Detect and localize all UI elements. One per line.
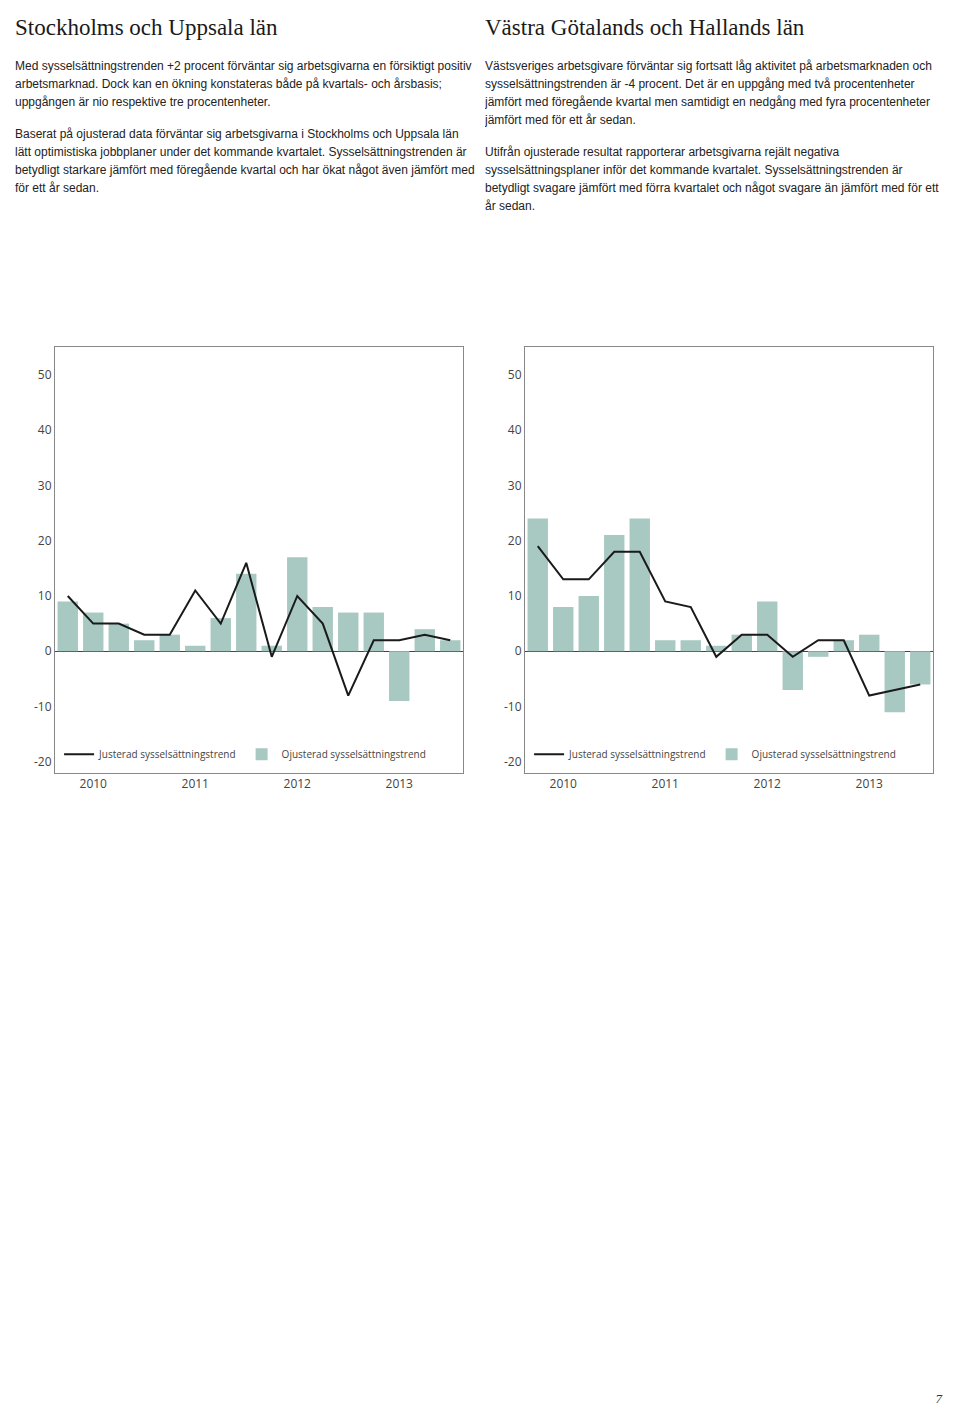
svg-text:30: 30: [508, 477, 522, 494]
svg-text:50: 50: [508, 366, 522, 383]
svg-text:Ojusterad sysselsättningstrend: Ojusterad sysselsättningstrend: [752, 747, 896, 761]
svg-text:10: 10: [508, 587, 522, 604]
svg-text:0: 0: [45, 642, 52, 659]
svg-text:-20: -20: [504, 753, 522, 770]
svg-text:50: 50: [38, 366, 52, 383]
svg-text:2012: 2012: [284, 775, 312, 792]
svg-text:2012: 2012: [754, 775, 782, 792]
html-text:Baserat på ojusterad data förv: Baserat på ojusterad data förväntar sig …: [15, 127, 475, 195]
html-text:Stockholms och Uppsala län: Stockholms och Uppsala län: [15, 15, 278, 40]
svg-text:2013: 2013: [386, 775, 414, 792]
html-text:7: 7: [935, 1391, 942, 1406]
svg-text:-20: -20: [34, 753, 52, 770]
svg-text:2010: 2010: [550, 775, 578, 792]
svg-text:40: 40: [38, 421, 52, 438]
html-text:Med sysselsättningstrenden +2: Med sysselsättningstrenden +2 procent fö…: [15, 59, 472, 109]
svg-text:Justerad sysselsättningstrend: Justerad sysselsättningstrend: [568, 747, 706, 761]
html-text:Utifrån ojusterade resultat ra: Utifrån ojusterade resultat rapporterar …: [485, 145, 939, 213]
svg-text:20: 20: [508, 532, 522, 549]
svg-text:2013: 2013: [856, 775, 884, 792]
svg-text:2011: 2011: [652, 775, 679, 792]
svg-text:Ojusterad sysselsättningstrend: Ojusterad sysselsättningstrend: [282, 747, 426, 761]
svg-text:0: 0: [515, 642, 522, 659]
svg-text:30: 30: [38, 477, 52, 494]
svg-text:Justerad sysselsättningstrend: Justerad sysselsättningstrend: [98, 747, 236, 761]
svg-text:-10: -10: [34, 698, 52, 715]
html-text:Västsveriges arbetsgivare förv: Västsveriges arbetsgivare förväntar sig …: [485, 59, 932, 127]
svg-text:2010: 2010: [80, 775, 108, 792]
svg-text:40: 40: [508, 421, 522, 438]
svg-text:20: 20: [38, 532, 52, 549]
svg-text:-10: -10: [504, 698, 522, 715]
html-text:Västra Götalands och Hallands: Västra Götalands och Hallands län: [485, 15, 805, 40]
svg-text:10: 10: [38, 587, 52, 604]
svg-text:2011: 2011: [182, 775, 209, 792]
